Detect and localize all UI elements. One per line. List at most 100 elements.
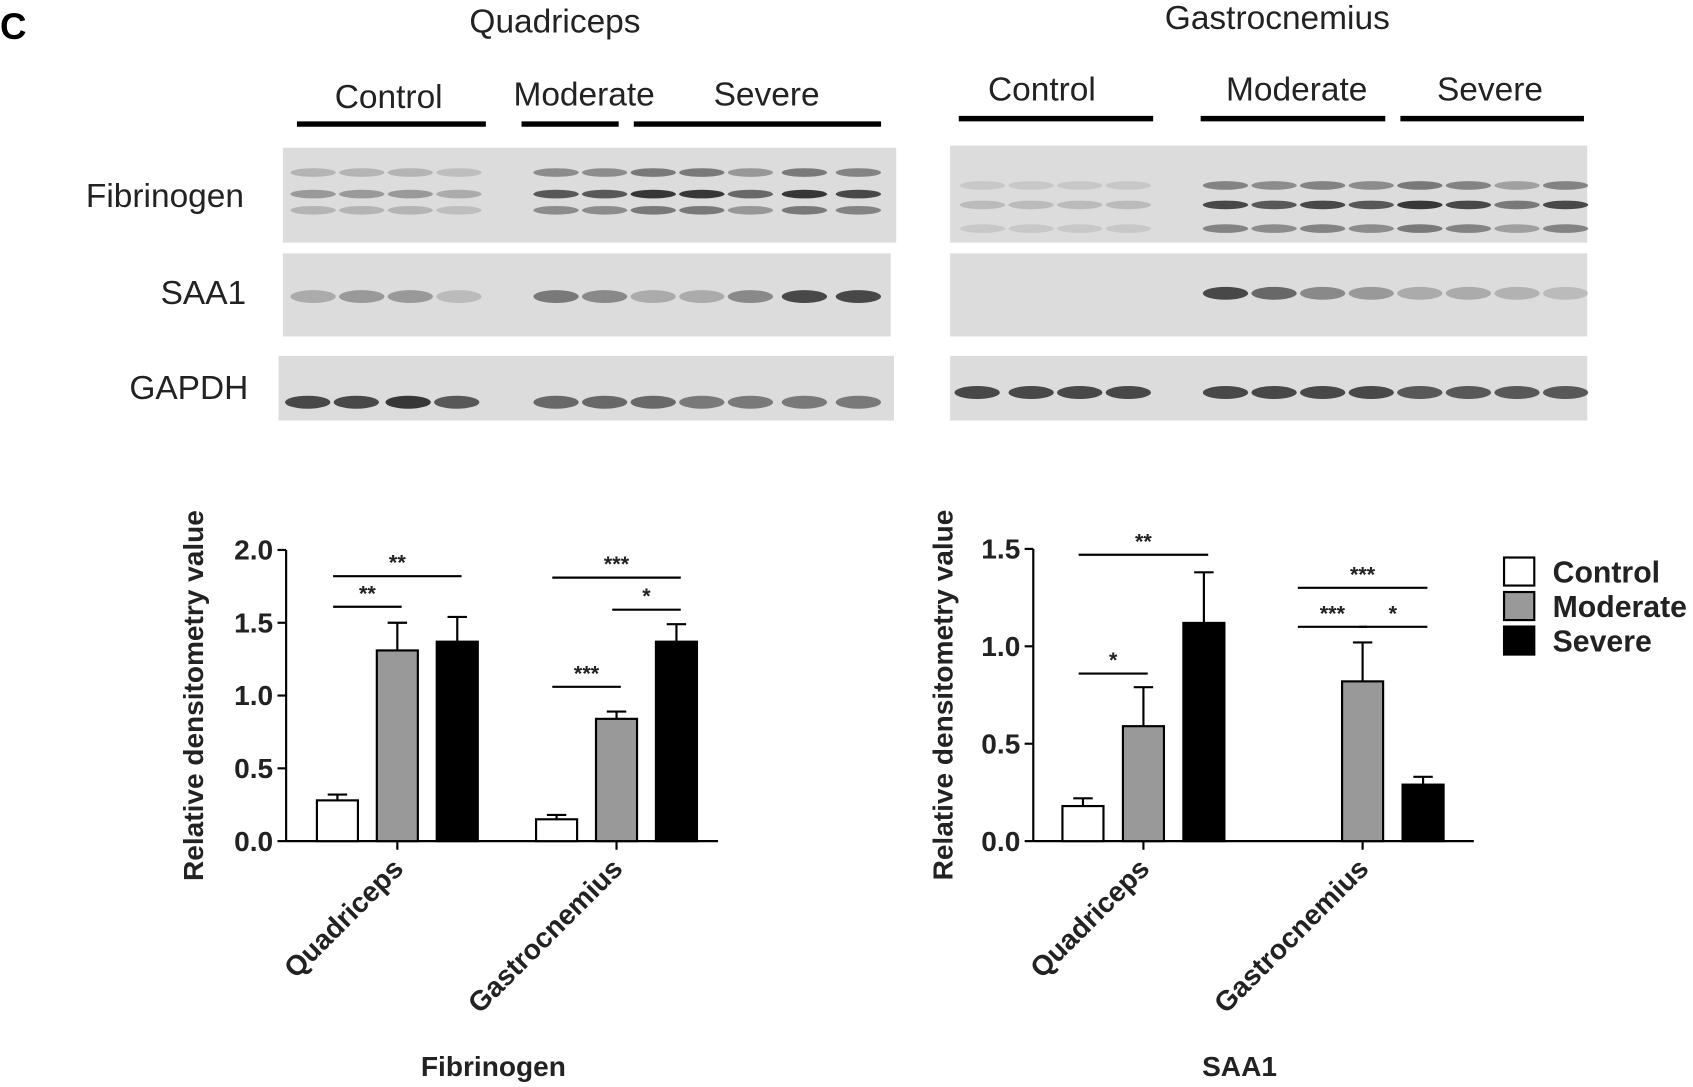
- blot-band: [727, 189, 774, 199]
- blot-title: Quadriceps: [469, 3, 640, 40]
- x-tick-label: Gastrocnemius: [1208, 853, 1374, 1019]
- blot-band: [581, 395, 628, 409]
- group-label: Control: [335, 79, 443, 116]
- bar: [1061, 804, 1105, 843]
- blot-band: [679, 205, 725, 215]
- blot-title: Gastrocnemius: [1165, 0, 1390, 37]
- blot-band: [290, 189, 336, 199]
- blot-band: [1105, 181, 1151, 190]
- blot-band: [1397, 200, 1443, 210]
- group-label: Moderate: [513, 77, 654, 114]
- legend-label: Control: [1553, 556, 1660, 589]
- blot-band: [1105, 386, 1151, 399]
- blot-band: [436, 168, 482, 177]
- blot-band: [533, 205, 579, 215]
- significance-label: ***: [1320, 600, 1346, 625]
- blot-band: [1299, 386, 1346, 399]
- group-bars: [296, 115, 1584, 127]
- group-label: Control: [988, 71, 1096, 108]
- blot-band: [1445, 224, 1492, 233]
- blot-band: [1251, 386, 1297, 399]
- blot-band: [1494, 286, 1540, 300]
- blot-band: [1202, 181, 1249, 190]
- blot-band: [1445, 181, 1492, 190]
- blot-band: [581, 168, 628, 177]
- blot-band: [1445, 386, 1492, 399]
- blot-band: [290, 168, 336, 177]
- blot-band: [436, 290, 482, 304]
- blot-band: [1202, 386, 1249, 399]
- significance-label: ***: [1350, 561, 1376, 586]
- blot-band: [1494, 386, 1540, 399]
- blot-band: [727, 205, 774, 215]
- blot-band: [954, 386, 1000, 399]
- blot-band: [436, 205, 482, 215]
- blot-band: [1445, 286, 1492, 300]
- blot-band: [1542, 181, 1589, 190]
- blot-band: [1202, 286, 1249, 300]
- blot-band: [781, 205, 828, 215]
- legend-swatch: [1502, 556, 1536, 587]
- blot-band: [434, 395, 480, 409]
- blot-band: [1397, 386, 1443, 399]
- y-tick-label: 2.0: [234, 535, 273, 566]
- row-label: SAA1: [161, 275, 247, 312]
- blot-band: [630, 189, 676, 199]
- group-label: Severe: [714, 77, 820, 114]
- blot-band: [1251, 224, 1297, 233]
- blot-band: [1251, 200, 1297, 210]
- charts: 0.0 0.5 1.0 1.5 2.0 Relative densitometry val…: [178, 510, 1687, 1083]
- blot-band: [1542, 200, 1589, 210]
- blot-band: [1299, 181, 1346, 190]
- x-axis-title: Fibrinogen: [421, 1051, 566, 1082]
- blot-band: [1008, 181, 1054, 190]
- blot-band: [959, 224, 1006, 233]
- blot-band: [781, 189, 828, 199]
- blot-band: [387, 205, 433, 215]
- blot-band: [781, 395, 828, 409]
- y-tick-label: 0.5: [234, 753, 273, 784]
- blot-band: [1542, 386, 1589, 399]
- blot-band: [1494, 224, 1540, 233]
- blot-band: [581, 189, 628, 199]
- blot-band: [630, 168, 676, 177]
- y-tick-label: 1.0: [234, 680, 273, 711]
- significance-label: *: [642, 583, 651, 608]
- legend-label: Moderate: [1553, 591, 1687, 624]
- blot-band: [339, 290, 385, 304]
- blot-band: [630, 290, 676, 304]
- blot-band: [1542, 224, 1589, 233]
- panel-label: C: [0, 6, 27, 47]
- blot-band: [835, 205, 882, 215]
- blot-images: [278, 145, 1589, 421]
- blot-band: [387, 189, 433, 199]
- blot-band: [1397, 181, 1443, 190]
- blot-band: [1057, 200, 1103, 210]
- blot-band: [781, 290, 828, 304]
- blot-band: [290, 290, 336, 304]
- blot-band: [959, 200, 1006, 210]
- group-label: Severe: [1437, 71, 1543, 108]
- y-tick-label: 1.0: [981, 631, 1020, 662]
- blot-band: [1348, 181, 1394, 190]
- bar: [654, 640, 699, 843]
- y-tick-label: 1.5: [981, 534, 1020, 565]
- blot-band: [1494, 200, 1540, 210]
- blot-band: [1057, 386, 1103, 399]
- blot-band: [1494, 181, 1540, 190]
- blot-band: [959, 181, 1006, 190]
- significance-label: *: [1389, 600, 1398, 625]
- blot-band: [533, 168, 579, 177]
- blot-band: [533, 189, 579, 199]
- blot-band: [1445, 200, 1492, 210]
- significance-label: ***: [574, 660, 600, 685]
- blot-band: [1202, 224, 1249, 233]
- x-tick-label: Quadriceps: [1024, 853, 1155, 984]
- blot-band: [1299, 200, 1346, 210]
- bar: [375, 649, 419, 843]
- blot-band: [727, 395, 774, 409]
- blot-band: [533, 290, 579, 304]
- blot-band: [1008, 200, 1054, 210]
- blot-band: [1348, 224, 1394, 233]
